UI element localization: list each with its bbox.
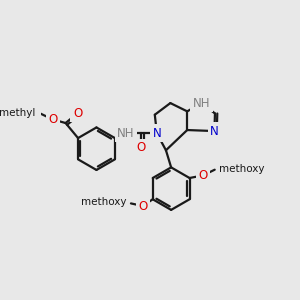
Text: methoxy: methoxy: [81, 197, 126, 207]
Text: NH: NH: [117, 127, 134, 140]
Text: N: N: [152, 127, 161, 140]
Text: O: O: [73, 107, 82, 120]
Text: methoxy: methoxy: [219, 164, 265, 174]
Text: NH: NH: [193, 97, 210, 110]
Text: O: O: [198, 169, 208, 182]
Text: N: N: [210, 124, 219, 138]
Text: O: O: [138, 200, 148, 212]
Text: O: O: [137, 141, 146, 154]
Text: methyl: methyl: [0, 108, 35, 118]
Text: O: O: [48, 113, 57, 126]
